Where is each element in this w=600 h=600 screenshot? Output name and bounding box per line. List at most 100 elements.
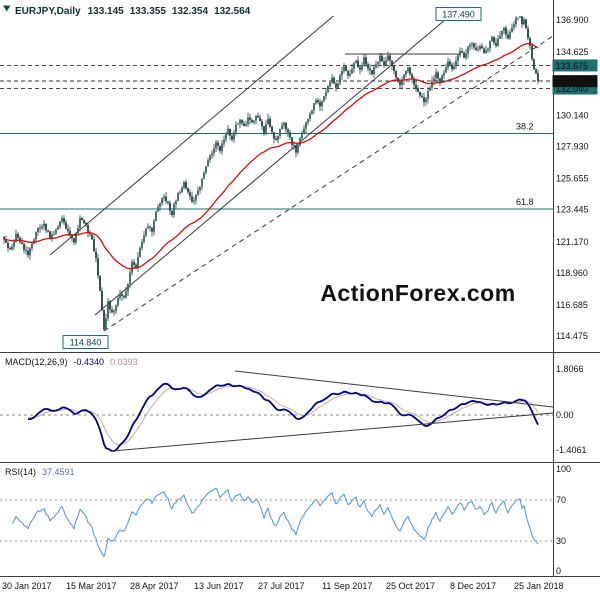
candle-body	[373, 67, 375, 75]
candle-body	[221, 143, 223, 152]
rsi-axis-30: 30	[556, 536, 566, 546]
candle-body	[461, 50, 463, 53]
macd-layer	[0, 370, 553, 452]
candle-body	[281, 125, 283, 129]
date-label: 25 Oct 2017	[386, 581, 435, 591]
rsi-axis-70: 70	[556, 495, 566, 505]
candle-body	[261, 121, 263, 127]
candle-body	[413, 78, 415, 85]
candle-body	[431, 81, 433, 88]
candle-body	[101, 290, 103, 311]
candle-body	[233, 132, 235, 140]
price-axis-label: 118.960	[556, 268, 588, 278]
candle-body	[403, 74, 405, 81]
candle-body	[537, 72, 539, 82]
candle-body	[465, 53, 467, 58]
level-price-tag	[552, 59, 598, 72]
levels-layer: 38.2 61.8	[0, 16, 553, 332]
date-axis: 30 Jan 2017 15 Mar 2017 28 Apr 2017 13 J…	[2, 581, 564, 591]
candle-body	[201, 178, 203, 187]
candle-body	[477, 48, 479, 51]
candle-body	[533, 59, 535, 70]
date-label: 28 Apr 2017	[130, 581, 179, 591]
candle-body	[383, 61, 385, 66]
candle-body	[435, 72, 437, 79]
macd-panel	[0, 370, 553, 452]
candle-body	[219, 145, 221, 152]
candle-body	[351, 68, 353, 74]
candle-body	[187, 188, 189, 193]
candle-body	[231, 135, 233, 140]
candle-body	[185, 182, 187, 189]
candle-body	[423, 97, 425, 103]
rsi-current-value: 37.4591	[42, 467, 75, 477]
candle-body	[195, 194, 197, 201]
candle-body	[15, 233, 17, 243]
candle-body	[297, 145, 299, 153]
candle-body	[503, 27, 505, 32]
candle-body	[167, 201, 169, 203]
moving-average-line	[3, 42, 539, 270]
price-axis-label: 123.445	[556, 205, 589, 215]
candle-body	[355, 60, 357, 64]
rsi-title: RSI(14) 37.4591	[5, 467, 75, 477]
candle-body	[303, 128, 305, 133]
macd-label: MACD(12,26,9)	[5, 357, 68, 367]
candle-body	[329, 82, 331, 87]
candle-body	[149, 226, 151, 228]
candle-body	[401, 80, 403, 85]
candle-body	[271, 126, 273, 133]
candle-body	[211, 153, 213, 156]
candle-body	[7, 242, 9, 249]
candle-body	[177, 193, 179, 201]
candle-body	[439, 78, 441, 83]
candle-body	[93, 239, 95, 252]
rsi-axis-0: 0	[556, 566, 561, 576]
candle-body	[405, 71, 407, 75]
macd-trendline	[111, 412, 553, 452]
candle-body	[349, 73, 351, 76]
candle-body	[65, 222, 67, 229]
candle-body	[347, 70, 349, 76]
candle-body	[95, 251, 97, 259]
candle-body	[391, 60, 393, 66]
candle-body	[291, 137, 293, 146]
candle-body	[17, 233, 19, 238]
candle-body	[243, 123, 245, 127]
candle-body	[447, 61, 449, 68]
candle-body	[55, 229, 57, 234]
candle-body	[127, 283, 129, 292]
fib-label: 61.8	[516, 197, 534, 207]
candle-body	[275, 138, 277, 141]
candle-body	[97, 258, 99, 276]
candle-body	[29, 248, 31, 256]
symbol-marker-icon	[3, 5, 11, 12]
candle-body	[253, 120, 255, 123]
candle-body	[313, 103, 315, 111]
candle-body	[153, 220, 155, 232]
candle-body	[73, 238, 75, 243]
rsi-header: RSI(14) 37.4591	[5, 467, 75, 477]
candle-body	[11, 246, 13, 250]
candle-body	[75, 233, 77, 243]
candle-body	[527, 28, 529, 38]
candle-body	[3, 236, 5, 240]
candle-body	[111, 309, 113, 313]
candle-body	[67, 228, 69, 231]
candle-body	[59, 221, 61, 227]
candle-body	[521, 16, 523, 25]
candle-body	[419, 91, 421, 96]
candle-body	[341, 70, 343, 76]
candle-body	[87, 225, 89, 233]
fib-label: 38.2	[516, 122, 534, 132]
candle-body	[375, 64, 377, 68]
candle-body	[379, 55, 381, 62]
candle-body	[361, 64, 363, 70]
candle-body	[385, 60, 387, 66]
candle-body	[399, 81, 401, 85]
candles-layer	[3, 16, 539, 332]
candle-body	[317, 100, 319, 103]
candle-body	[241, 119, 243, 124]
price-axis-label: 130.140	[556, 110, 589, 120]
candle-body	[299, 138, 301, 146]
